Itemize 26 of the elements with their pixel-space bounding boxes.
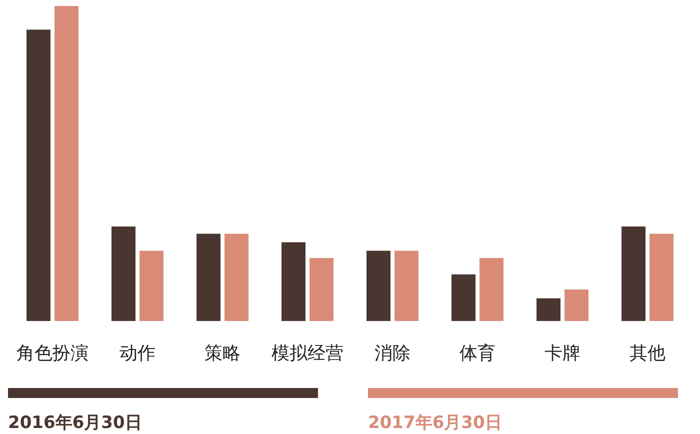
bar (282, 242, 306, 321)
bar (366, 250, 390, 321)
text: 2017年6月30日 (368, 413, 502, 433)
x-tick-label: 体育 (460, 343, 496, 364)
bar (140, 250, 164, 321)
bar (650, 234, 674, 321)
bar (196, 234, 220, 321)
bar (54, 6, 78, 321)
bar (564, 290, 588, 321)
x-tick-label: 角色扮演 (16, 343, 88, 364)
bar (310, 258, 334, 321)
bar (112, 226, 136, 321)
bar (224, 234, 248, 321)
bar (480, 258, 504, 321)
bar (394, 250, 418, 321)
x-tick-label: 动作 (120, 343, 156, 364)
x-tick-label: 其他 (630, 343, 666, 364)
text: 2016年6月30日 (8, 413, 142, 433)
x-tick-label: 模拟经营 (272, 343, 344, 364)
x-tick-label: 消除 (374, 343, 410, 364)
bar (452, 274, 476, 321)
bar (26, 30, 50, 321)
bar (536, 298, 560, 321)
x-tick-label: 卡牌 (544, 343, 580, 364)
x-tick-label: 策略 (204, 343, 240, 364)
bar (622, 226, 646, 321)
